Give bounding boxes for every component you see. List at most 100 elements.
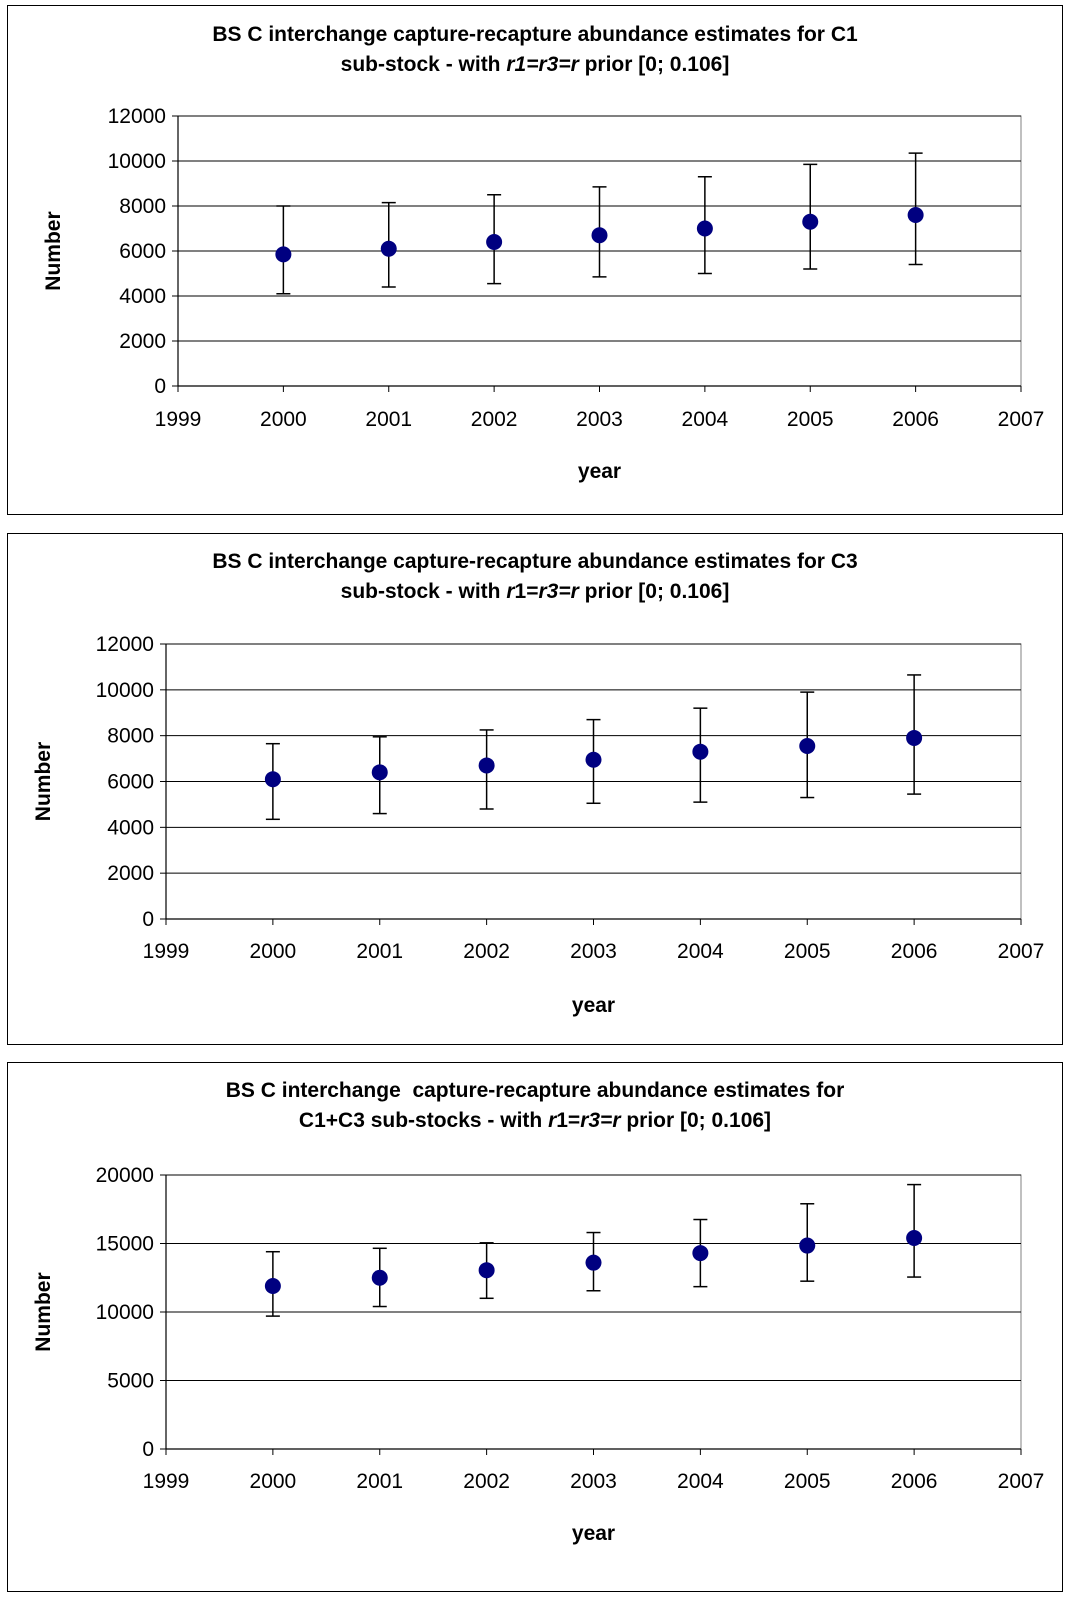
point-marker bbox=[692, 1245, 709, 1262]
point-marker bbox=[486, 234, 503, 250]
data-point bbox=[907, 152, 924, 266]
point-marker bbox=[478, 757, 495, 774]
point-marker bbox=[371, 764, 388, 781]
data-point bbox=[264, 1250, 281, 1317]
chart-title-line1: BS C interchange capture-recapture abund… bbox=[225, 1079, 845, 1102]
x-tick-label: 2003 bbox=[576, 408, 623, 431]
y-axis-title: Number bbox=[32, 1272, 55, 1351]
x-tick-label: 2003 bbox=[570, 1470, 617, 1493]
chart-title-line2: sub-stock - with r1=r3=r prior [0; 0.106… bbox=[340, 53, 730, 76]
x-tick-label: 1999 bbox=[143, 1470, 190, 1493]
x-tick-label: 2003 bbox=[570, 940, 617, 963]
chart-title: BS C interchange capture-recapture abund… bbox=[8, 1076, 1062, 1136]
x-tick-label: 2004 bbox=[677, 940, 724, 963]
y-tick-label: 2000 bbox=[119, 330, 166, 353]
point-marker bbox=[692, 743, 709, 760]
x-tick-label: 1999 bbox=[155, 408, 202, 431]
point-marker bbox=[585, 1254, 602, 1271]
x-tick-label: 2001 bbox=[356, 1470, 403, 1493]
chart-title-line2: C1+C3 sub-stocks - with r1=r3=r prior [0… bbox=[298, 1109, 772, 1132]
x-tick-label: 2006 bbox=[892, 408, 939, 431]
chart-title: BS C interchange capture-recapture abund… bbox=[8, 547, 1062, 607]
y-tick-label: 10000 bbox=[108, 150, 166, 173]
point-marker bbox=[478, 1262, 495, 1279]
chart-title-line1: BS C interchange capture-recapture abund… bbox=[212, 550, 858, 573]
y-tick-label: 4000 bbox=[119, 285, 166, 308]
chart-c1: BS C interchange capture-recapture abund… bbox=[7, 5, 1063, 515]
x-tick-label: 2002 bbox=[463, 1470, 510, 1493]
y-axis-title: Number bbox=[32, 742, 55, 821]
point-marker bbox=[799, 1237, 816, 1254]
data-point bbox=[696, 176, 713, 275]
point-marker bbox=[907, 207, 924, 223]
data-point bbox=[275, 205, 292, 295]
y-tick-label: 10000 bbox=[96, 1301, 154, 1324]
data-point bbox=[478, 1242, 495, 1300]
chart-title: BS C interchange capture-recapture abund… bbox=[8, 20, 1062, 80]
x-tick-label: 2005 bbox=[787, 408, 834, 431]
x-tick-label: 2000 bbox=[250, 1470, 297, 1493]
y-tick-label: 2000 bbox=[107, 862, 154, 885]
data-point bbox=[371, 736, 388, 815]
data-point bbox=[264, 742, 281, 821]
x-axis-title: year bbox=[578, 460, 621, 483]
y-tick-label: 8000 bbox=[119, 195, 166, 218]
chart-title-line2: sub-stock - with r1=r3=r prior [0; 0.106… bbox=[340, 580, 730, 603]
data-point bbox=[478, 729, 495, 810]
x-tick-label: 2004 bbox=[677, 1470, 724, 1493]
point-marker bbox=[799, 737, 816, 754]
data-point bbox=[692, 1218, 709, 1288]
x-tick-label: 2001 bbox=[365, 408, 412, 431]
data-point bbox=[380, 201, 397, 288]
y-tick-label: 20000 bbox=[96, 1164, 154, 1187]
data-point bbox=[799, 691, 816, 799]
point-marker bbox=[696, 220, 713, 237]
y-tick-label: 12000 bbox=[96, 633, 154, 656]
x-tick-label: 2000 bbox=[260, 408, 307, 431]
y-tick-label: 8000 bbox=[107, 725, 154, 748]
chart-c3: BS C interchange capture-recapture abund… bbox=[7, 533, 1063, 1045]
chart-title-line1: BS C interchange capture-recapture abund… bbox=[212, 23, 858, 46]
x-axis-title: year bbox=[572, 1522, 615, 1545]
data-point bbox=[591, 186, 608, 278]
y-tick-label: 4000 bbox=[107, 816, 154, 839]
chart-c1-c3: BS C interchange capture-recapture abund… bbox=[7, 1062, 1063, 1592]
point-marker bbox=[264, 1277, 281, 1294]
x-tick-label: 2007 bbox=[998, 940, 1045, 963]
y-tick-label: 15000 bbox=[96, 1233, 154, 1256]
data-point bbox=[906, 674, 923, 795]
y-tick-label: 6000 bbox=[119, 240, 166, 263]
x-tick-label: 2001 bbox=[356, 940, 403, 963]
y-tick-label: 0 bbox=[154, 375, 166, 398]
data-point bbox=[585, 718, 602, 805]
x-tick-label: 2002 bbox=[463, 940, 510, 963]
point-marker bbox=[264, 771, 281, 788]
point-marker bbox=[802, 213, 819, 230]
data-point bbox=[906, 1183, 923, 1278]
x-tick-label: 2006 bbox=[891, 1470, 938, 1493]
data-point bbox=[371, 1247, 388, 1308]
x-tick-label: 2002 bbox=[471, 408, 518, 431]
x-axis-title: year bbox=[572, 994, 615, 1017]
chart-plot: 0 5000 10000 15000 20000 1999 2000 2001 2002 2003… bbox=[32, 1164, 1045, 1545]
y-tick-label: 5000 bbox=[107, 1370, 154, 1393]
y-tick-label: 0 bbox=[142, 1438, 154, 1461]
chart-plot: 0 2000 4000 6000 8000 10000 12000 1999 2000 2001 2… bbox=[42, 105, 1045, 483]
data-point bbox=[486, 194, 503, 285]
y-axis-title: Number bbox=[42, 211, 65, 290]
y-tick-label: 6000 bbox=[107, 771, 154, 794]
point-marker bbox=[906, 729, 923, 746]
point-marker bbox=[371, 1269, 388, 1286]
point-marker bbox=[906, 1230, 923, 1247]
chart-plot: 0 2000 4000 6000 8000 10000 12000 1999 2000 2001 2… bbox=[32, 633, 1045, 1017]
y-tick-label: 12000 bbox=[108, 105, 166, 128]
point-marker bbox=[380, 240, 397, 257]
x-tick-label: 2006 bbox=[891, 940, 938, 963]
data-point bbox=[692, 707, 709, 803]
x-tick-label: 2007 bbox=[998, 408, 1045, 431]
point-marker bbox=[275, 246, 292, 263]
point-marker bbox=[591, 227, 608, 244]
x-tick-label: 2007 bbox=[998, 1470, 1045, 1493]
x-tick-label: 2005 bbox=[784, 940, 831, 963]
data-point bbox=[799, 1203, 816, 1282]
